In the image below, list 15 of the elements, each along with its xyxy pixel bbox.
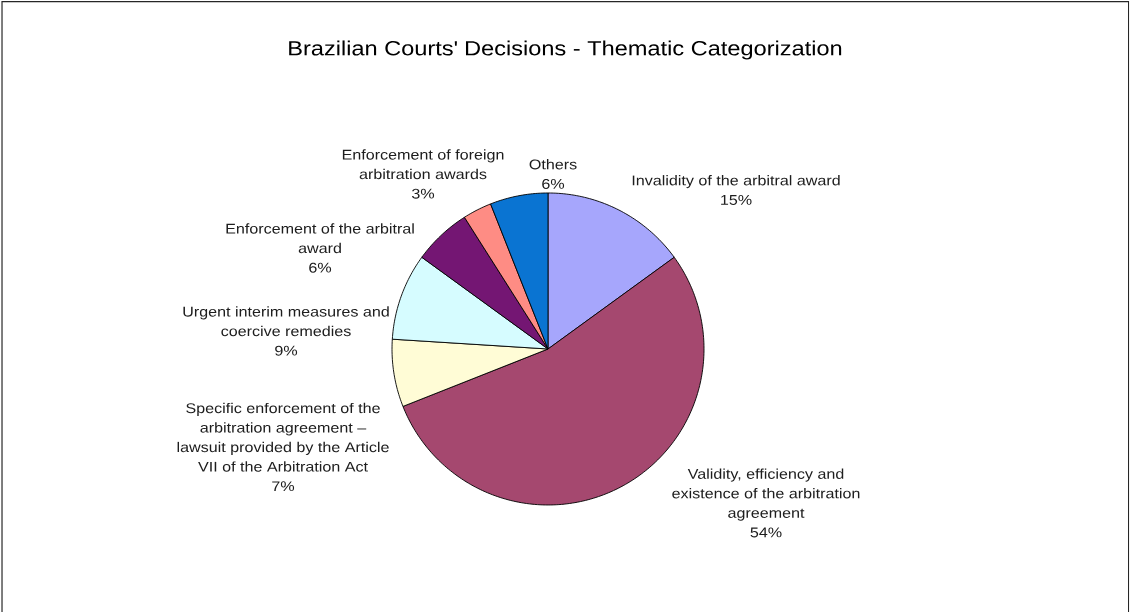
data-label: 6% — [542, 178, 565, 189]
slice-label: Others — [529, 159, 577, 170]
data-label: 15% — [721, 195, 752, 205]
slice-label: Enforcement of foreign arbitration awards — [342, 149, 504, 180]
chart-title: Brazilian Courts' Decisions - Thematic Categorization — [289, 40, 842, 60]
data-label: 7% — [272, 481, 295, 492]
slice-label: Invalidity of the arbitral award — [632, 175, 840, 189]
data-label: 6% — [309, 262, 332, 273]
slice-label: Validity, efficiency and existence of the arbitration agreement — [672, 468, 860, 521]
data-label: 3% — [411, 188, 435, 199]
slice-label: Urgent interim measures and coercive remedies — [183, 306, 389, 337]
data-label: 9% — [275, 345, 298, 356]
data-label: 54% — [750, 527, 782, 538]
slice-label: Specific enforcement of the arbitration agreement – lawsuit provided by the Article VII of the Arbitration Act — [177, 402, 389, 472]
slice-label: Enforcement of the arbitral award — [226, 223, 414, 254]
